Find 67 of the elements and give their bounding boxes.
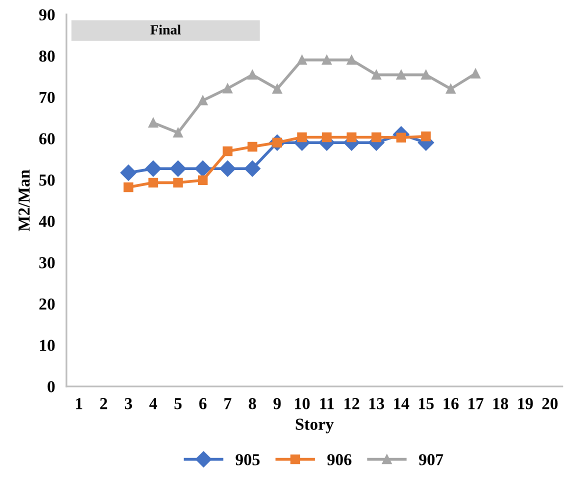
- x-axis-title: Story: [296, 418, 334, 434]
- legend-label: 907: [419, 454, 444, 466]
- x-tick-label: 10: [294, 398, 310, 410]
- x-tick-label: 13: [369, 398, 384, 410]
- point: [372, 70, 382, 80]
- x-tick-label: 20: [542, 398, 558, 410]
- point: [198, 96, 208, 106]
- x-tick-label: 5: [174, 398, 182, 410]
- x-tick-label: 9: [273, 398, 281, 410]
- point: [120, 164, 136, 181]
- x-tick-label: 2: [100, 398, 108, 410]
- y-tick-label: 70: [40, 92, 55, 104]
- point: [297, 55, 307, 65]
- y-tick-label: 50: [39, 174, 55, 186]
- point: [173, 178, 183, 188]
- point: [124, 182, 134, 192]
- point: [148, 118, 158, 128]
- x-tick-label: 4: [149, 398, 158, 410]
- point: [244, 160, 260, 177]
- point: [248, 70, 258, 80]
- y-tick-label: 90: [39, 9, 55, 20]
- x-tick-label: 8: [248, 398, 256, 410]
- x-tick-label: 18: [493, 398, 508, 410]
- legend-label: 906: [327, 454, 352, 466]
- point: [470, 68, 480, 78]
- point: [322, 55, 332, 65]
- x-tick-label: 3: [124, 398, 132, 410]
- x-tick-label: 14: [394, 398, 410, 410]
- x-tick-label: 19: [518, 398, 533, 410]
- x-tick-label: 7: [224, 398, 232, 410]
- point: [248, 142, 258, 152]
- point: [170, 160, 186, 177]
- point: [148, 178, 158, 188]
- point: [297, 132, 307, 142]
- x-tick-label: 16: [444, 398, 459, 410]
- x-tick-label: 15: [418, 398, 434, 410]
- y-tick-label: 60: [39, 133, 55, 144]
- y-tick-label: 40: [38, 216, 55, 228]
- point: [145, 160, 162, 177]
- x-tick-label: 1: [76, 398, 82, 410]
- y-tick-label: 20: [39, 298, 55, 310]
- y-tick-label: 10: [40, 340, 55, 352]
- point: [220, 160, 236, 177]
- legend-label: 905: [236, 454, 260, 466]
- y-axis-title: M2/Man: [18, 170, 30, 232]
- y-tick-label: 80: [39, 50, 55, 62]
- point: [421, 132, 431, 142]
- x-tick-label: 17: [468, 398, 484, 410]
- point: [421, 70, 431, 80]
- point: [173, 128, 183, 138]
- y-tick-label: 30: [39, 257, 55, 268]
- x-tick-label: 6: [199, 398, 206, 410]
- x-tick-label: 11: [320, 398, 334, 410]
- point: [446, 84, 456, 94]
- y-tick-label: 0: [48, 381, 55, 392]
- point: [372, 132, 382, 142]
- point: [272, 84, 282, 94]
- point: [322, 132, 332, 142]
- annotation: Final: [150, 24, 181, 34]
- point: [346, 55, 356, 65]
- point: [222, 146, 232, 156]
- x-tick-label: 12: [344, 398, 360, 410]
- point: [194, 160, 211, 177]
- point: [198, 175, 208, 186]
- point: [346, 132, 356, 142]
- point: [222, 84, 232, 94]
- point: [396, 70, 406, 80]
